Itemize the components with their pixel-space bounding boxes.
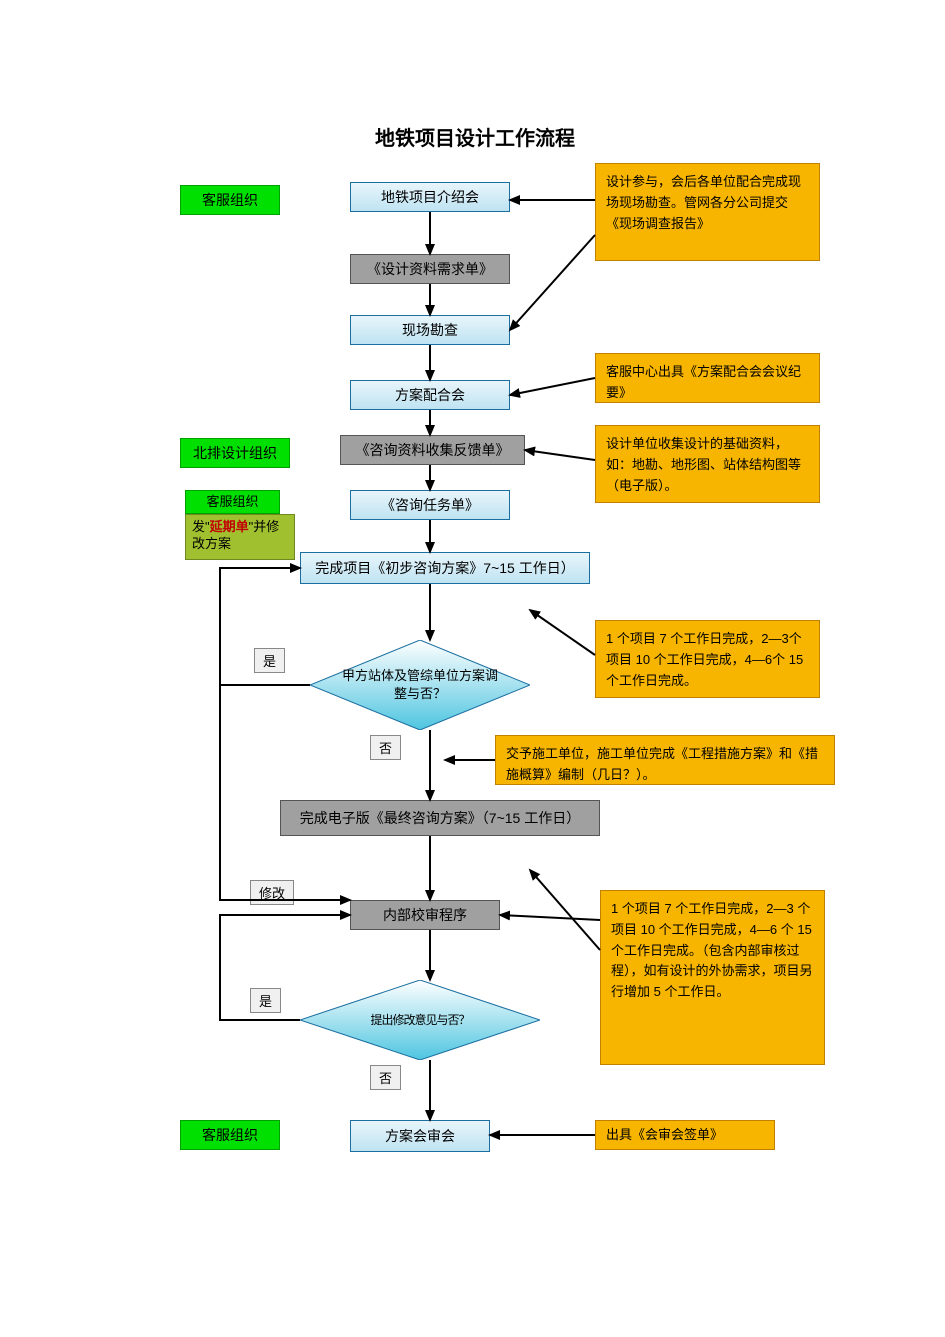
node-final-plan: 完成电子版《最终咨询方案》（7~15 工作日） xyxy=(280,800,600,836)
edge-label-no1: 否 xyxy=(370,735,401,760)
edge-label-no2: 否 xyxy=(370,1065,401,1090)
note-y2: 客服中心出具《方案配合会会议纪要》 xyxy=(595,353,820,403)
node-task-form: 《咨询任务单》 xyxy=(350,490,510,520)
edge-label-yes1: 是 xyxy=(254,648,285,673)
node-plan-meeting: 方案配合会 xyxy=(350,380,510,410)
side-label-g1: 客服组织 xyxy=(180,185,280,215)
side-label-g3: 客服组织 xyxy=(185,490,280,514)
edge-label-mod: 修改 xyxy=(250,880,294,905)
flowchart-canvas: 地铁项目设计工作流程 客服组织 北排设计组织 客服组织 发"延期单"并修改方案 … xyxy=(0,0,945,1337)
note-y5: 交予施工单位，施工单位完成《工程措施方案》和《措施概算》编制（几日？）。 xyxy=(495,735,835,785)
node-feedback-form: 《咨询资料收集反馈单》 xyxy=(340,435,525,465)
edge-label-yes2: 是 xyxy=(250,988,281,1013)
note-y6: 1 个项目 7 个工作日完成，2—3 个项目 10 个工作日完成，4—6 个 1… xyxy=(600,890,825,1065)
olive-text-a: 发" xyxy=(192,519,210,534)
note-y4: 1 个项目 7 个工作日完成，2—3个项目 10 个工作日完成，4—6个 15 … xyxy=(595,620,820,698)
node-review-meeting: 方案会审会 xyxy=(350,1120,490,1152)
node-site-survey: 现场勘查 xyxy=(350,315,510,345)
olive-text-b: 延期单 xyxy=(210,519,249,534)
page-title: 地铁项目设计工作流程 xyxy=(355,122,595,151)
node-design-data-req: 《设计资料需求单》 xyxy=(350,254,510,284)
note-y3: 设计单位收集设计的基础资料，如：地勘、地形图、站体结构图等（电子版）。 xyxy=(595,425,820,503)
node-internal-review: 内部校审程序 xyxy=(350,900,500,930)
side-label-g2: 北排设计组织 xyxy=(180,438,290,468)
node-initial-plan: 完成项目《初步咨询方案》7~15 工作日） xyxy=(300,552,590,584)
side-label-olive: 发"延期单"并修改方案 xyxy=(185,514,295,560)
node-intro-meeting: 地铁项目介绍会 xyxy=(350,182,510,212)
decision-adjust-label: 甲方站体及管综单位方案调整与否？ xyxy=(310,640,530,730)
note-y7: 出具《会审会签单》 xyxy=(595,1120,775,1150)
side-label-g4: 客服组织 xyxy=(180,1120,280,1150)
decision-adjust: 甲方站体及管综单位方案调整与否？ xyxy=(310,640,530,730)
decision-revise: 提出修改意见与否？ xyxy=(300,980,540,1060)
note-y1: 设计参与，会后各单位配合完成现场现场勘查。管网各分公司提交《现场调查报告》 xyxy=(595,163,820,261)
decision-revise-label: 提出修改意见与否？ xyxy=(300,980,540,1060)
